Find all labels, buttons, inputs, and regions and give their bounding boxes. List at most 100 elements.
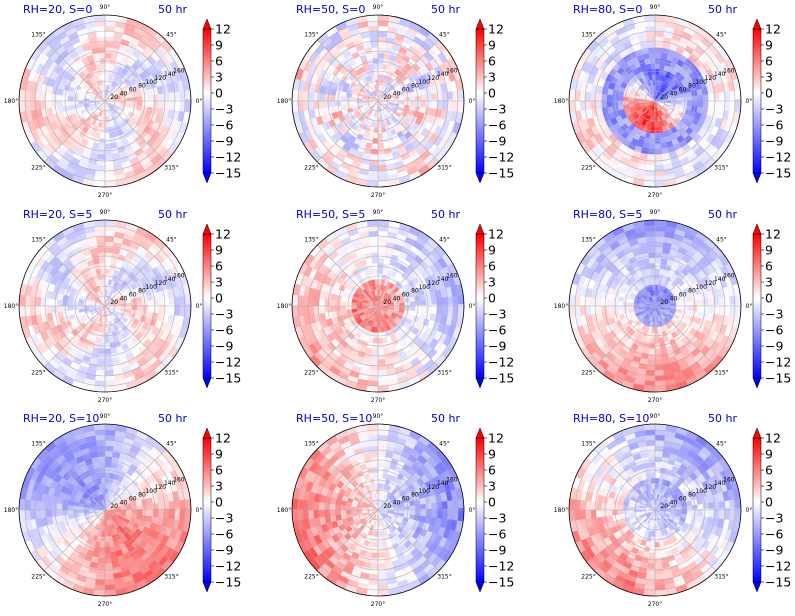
radial-tick-label: 160 <box>723 272 735 279</box>
panel-title-left: RH=20, S=5 <box>23 208 92 221</box>
colorbar-tick-label: 6 <box>765 54 773 69</box>
radial-tick-label: 40 <box>393 295 401 302</box>
colorbar-tick-label: 6 <box>488 54 496 69</box>
colorbar-tick-label: 6 <box>765 259 773 274</box>
colorbar-extend-bottom <box>203 378 211 388</box>
angle-tick-label: 270° <box>371 397 385 404</box>
angle-tick-label: 180° <box>277 303 291 310</box>
colorbar-tick-label: −3 <box>488 102 506 117</box>
radial-tick-label: 160 <box>173 67 185 74</box>
angle-tick-label: 225° <box>581 370 595 377</box>
colorbar-tick-label: 12 <box>488 227 504 242</box>
radial-tick-label: 40 <box>393 90 401 97</box>
radial-tick-label: 20 <box>110 94 118 101</box>
colorbar-tick-label: 9 <box>488 243 496 258</box>
colorbar-tick-label: 3 <box>215 70 223 85</box>
angle-tick-label: 135° <box>31 32 45 39</box>
radial-tick-label: 60 <box>402 87 410 94</box>
angle-tick-label: 270° <box>648 397 662 404</box>
angle-tick-label: 0° <box>196 98 203 105</box>
angle-tick-label: 315° <box>164 370 178 377</box>
polar-panel: 90°45°0°315°270°225°180°135°204060801001… <box>4 208 242 404</box>
colorbar-tick-label: −12 <box>488 355 514 370</box>
colorbar-tick-label: −3 <box>215 102 233 117</box>
colorbar-tick-label: 9 <box>765 243 773 258</box>
colorbar-tick-label: 0 <box>488 86 496 101</box>
colorbar-tick-label: −3 <box>215 307 233 322</box>
panel-title-left: RH=80, S=5 <box>573 208 642 221</box>
angle-tick-label: 0° <box>746 303 753 310</box>
angle-tick-label: 90° <box>100 4 111 11</box>
colorbar-tick-label: −15 <box>488 371 514 386</box>
angle-tick-label: 315° <box>437 165 451 172</box>
polar-panel: 90°45°0°315°270°225°180°135°204060801001… <box>277 208 515 404</box>
colorbar-gradient <box>476 234 484 378</box>
angle-tick-label: 90° <box>373 4 384 11</box>
colorbar-tick-label: 0 <box>488 291 496 306</box>
colorbar-tick-label: 6 <box>488 259 496 274</box>
angle-tick-label: 45° <box>166 32 177 39</box>
colorbar-tick-label: −3 <box>488 307 506 322</box>
colorbar-extend-top <box>753 19 761 29</box>
colorbar-tick-label: −6 <box>765 118 783 133</box>
colorbar-tick-label: 6 <box>215 259 223 274</box>
colorbar-tick-label: −15 <box>765 166 791 181</box>
radial-tick-label: 40 <box>670 90 678 97</box>
colorbar-tick-label: 3 <box>765 70 773 85</box>
panel-title-right: 50 hr <box>158 3 187 16</box>
polar-panel: 90°45°0°315°270°225°180°135°204060801001… <box>4 3 242 199</box>
colorbar-tick-label: −12 <box>215 355 241 370</box>
angle-tick-label: 135° <box>581 237 595 244</box>
angle-tick-label: 315° <box>714 165 728 172</box>
panel-title-right: 50 hr <box>431 208 460 221</box>
colorbar-tick-label: −12 <box>765 150 791 165</box>
colorbar-tick-label: 12 <box>215 22 231 37</box>
radial-tick-label: 40 <box>670 295 678 302</box>
colorbar-gradient <box>476 29 484 173</box>
panel-title-right: 50 hr <box>158 208 187 221</box>
colorbar-tick-label: −6 <box>215 118 233 133</box>
colorbar-tick-label: −9 <box>488 339 506 354</box>
colorbar-extend-bottom <box>203 173 211 183</box>
angle-tick-label: 225° <box>31 165 45 172</box>
colorbar-tick-label: −12 <box>488 150 514 165</box>
angle-tick-label: 270° <box>98 192 112 199</box>
colorbar-tick-label: 0 <box>765 291 773 306</box>
angle-tick-label: 45° <box>439 237 450 244</box>
angle-tick-label: 45° <box>166 237 177 244</box>
colorbar-tick-label: −15 <box>215 371 241 386</box>
angle-tick-label: 270° <box>98 397 112 404</box>
angle-tick-label: 180° <box>4 98 18 105</box>
colorbar-tick-label: 0 <box>215 86 223 101</box>
angle-tick-label: 0° <box>746 98 753 105</box>
angle-tick-label: 180° <box>554 303 568 310</box>
radial-tick-label: 20 <box>110 299 118 306</box>
colorbar-tick-label: 0 <box>765 86 773 101</box>
colorbar-tick-label: −9 <box>488 134 506 149</box>
angle-tick-label: 135° <box>304 32 318 39</box>
colorbar-tick-label: 12 <box>765 22 781 37</box>
angle-tick-label: 0° <box>469 303 476 310</box>
colorbar-tick-label: 3 <box>488 275 496 290</box>
colorbar-tick-label: 3 <box>488 70 496 85</box>
colorbar-tick-label: −15 <box>765 371 791 386</box>
radial-tick-label: 40 <box>120 90 128 97</box>
colorbar-tick-label: −3 <box>765 102 783 117</box>
angle-tick-label: 180° <box>4 303 18 310</box>
radial-tick-label: 160 <box>446 272 458 279</box>
colorbar-tick-label: −6 <box>765 323 783 338</box>
angle-tick-label: 225° <box>581 165 595 172</box>
colorbar-tick-label: −9 <box>765 134 783 149</box>
angle-tick-label: 90° <box>650 209 661 216</box>
colorbar-tick-label: −15 <box>215 166 241 181</box>
angle-tick-label: 90° <box>100 209 111 216</box>
radial-tick-label: 160 <box>173 272 185 279</box>
panel-title-right: 50 hr <box>708 208 737 221</box>
angle-tick-label: 315° <box>164 165 178 172</box>
polar-panel: 90°45°0°315°270°225°180°135°204060801001… <box>554 3 792 199</box>
colorbar-gradient <box>203 234 211 378</box>
angle-tick-label: 225° <box>304 165 318 172</box>
angle-tick-label: 225° <box>304 370 318 377</box>
panel-title-right: 50 hr <box>708 3 737 16</box>
